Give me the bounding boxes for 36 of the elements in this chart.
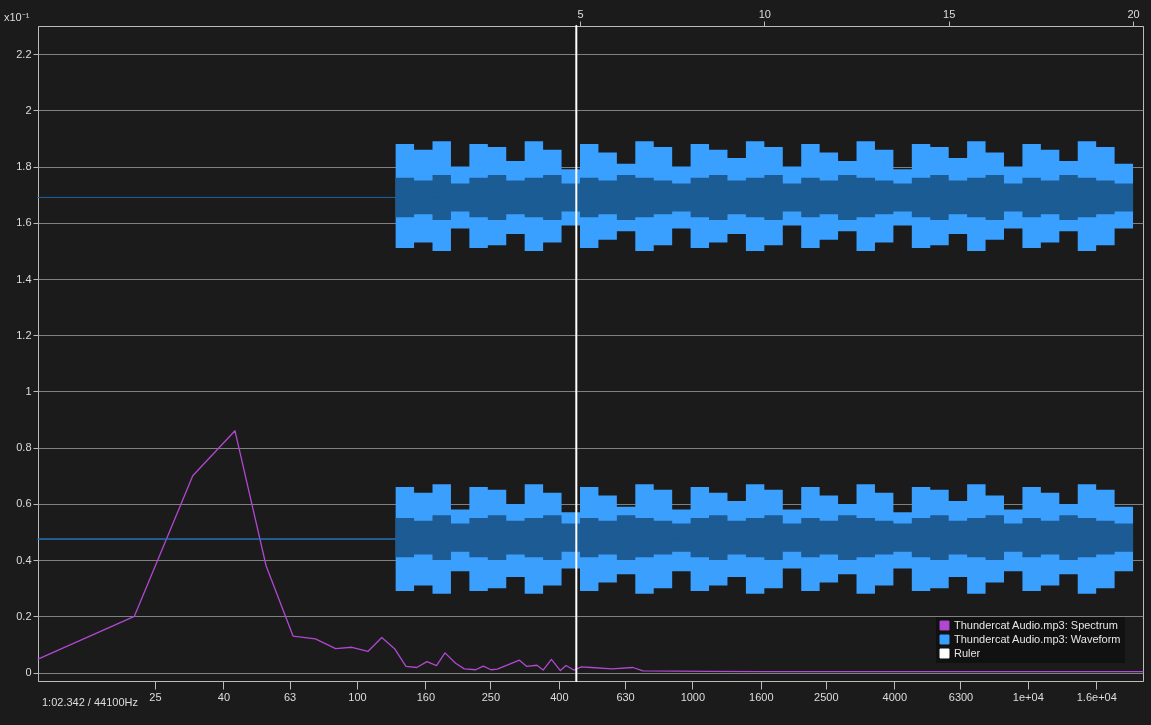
x-tick-label: 25	[149, 690, 162, 703]
x-tick-label: 1.6e+04	[1076, 690, 1117, 703]
y-tick-label: 1.6	[16, 216, 32, 229]
x-tick-label: 2500	[814, 690, 839, 703]
x-tick-label: 1e+04	[1012, 690, 1044, 703]
x-tick-label: 63	[284, 690, 297, 703]
x-tick-label: 40	[217, 690, 231, 703]
y-tick-label: 0.4	[16, 553, 32, 566]
x-tick-label: 400	[550, 690, 569, 703]
y-tick-label: 0.6	[16, 497, 32, 510]
y-tick-label: 1	[25, 384, 32, 397]
y-axis-title: x10⁻¹	[4, 11, 30, 23]
x-tick-label: 250	[481, 690, 501, 703]
legend-label: Thundercat Audio.mp3: Spectrum	[954, 618, 1118, 631]
x2-tick-label: 20	[1127, 7, 1140, 20]
legend-label: Thundercat Audio.mp3: Waveform	[954, 632, 1121, 645]
y-tick-label: 2.2	[16, 47, 32, 60]
x2-tick-label: 5	[577, 7, 584, 20]
text: 1:02.342 / 44100Hz	[42, 696, 139, 708]
x-tick-label: 630	[616, 690, 635, 703]
y-tick-label: 1.8	[16, 160, 32, 173]
x-tick-label: 1600	[749, 690, 774, 703]
y-tick-label: 1.4	[16, 272, 32, 285]
x-tick-label: 1000	[680, 690, 706, 703]
x2-tick-label: 15	[943, 7, 956, 20]
x-tick-label: 100	[348, 690, 367, 703]
legend-label: Ruler	[954, 646, 981, 659]
y-tick-label: 2	[25, 103, 32, 116]
y-tick-label: 0	[25, 666, 32, 679]
x-tick-label: 6300	[948, 690, 974, 703]
y-tick-label: 0.8	[16, 441, 32, 454]
y-tick-label: 1.2	[16, 328, 32, 341]
x2-tick-label: 10	[758, 7, 771, 20]
x-tick-label: 4000	[882, 690, 908, 703]
y-tick-label: 0.2	[16, 609, 32, 622]
x-tick-label: 160	[416, 690, 436, 703]
